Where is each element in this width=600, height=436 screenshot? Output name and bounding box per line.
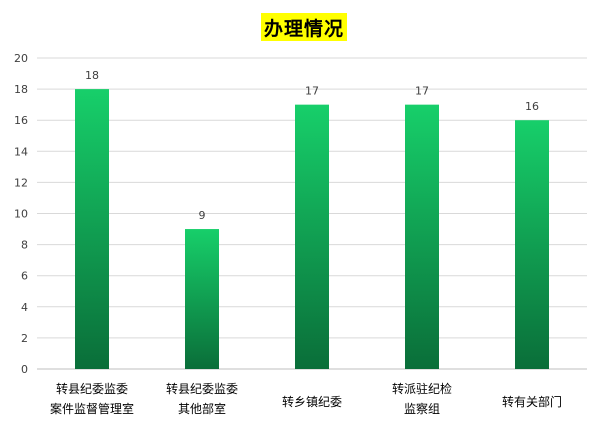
x-category-label: 转县纪委监委其他部室 [166,381,238,416]
y-tick-label: 4 [21,301,28,314]
x-category-label: 转有关部门 [502,394,562,409]
bar [405,104,439,370]
x-category-label: 转县纪委监委案件监督管理室 [50,381,134,416]
chart-title-highlight: 办理情况 [261,13,347,41]
bar [515,120,549,369]
y-tick-label: 0 [21,363,28,376]
y-tick-label: 14 [14,145,28,158]
bar-value-label: 18 [85,69,99,82]
bar-value-label: 17 [415,85,429,98]
y-tick-label: 6 [21,270,28,283]
y-tick-label: 12 [14,176,28,189]
bar [185,229,219,369]
bar [75,89,109,369]
x-category-label: 转派驻纪检监察组 [392,381,452,416]
x-category-label: 转乡镇纪委 [282,394,342,409]
bar [295,104,329,370]
chart-title: 办理情况 [263,17,344,40]
bar-value-label: 17 [305,85,319,98]
bar-value-label: 9 [199,209,206,222]
y-tick-label: 10 [14,208,28,221]
y-tick-label: 20 [14,52,28,65]
y-tick-label: 18 [14,83,28,96]
y-tick-label: 8 [21,239,28,252]
y-tick-label: 2 [21,332,28,345]
bar-value-label: 16 [525,100,539,113]
y-tick-label: 16 [14,114,28,127]
